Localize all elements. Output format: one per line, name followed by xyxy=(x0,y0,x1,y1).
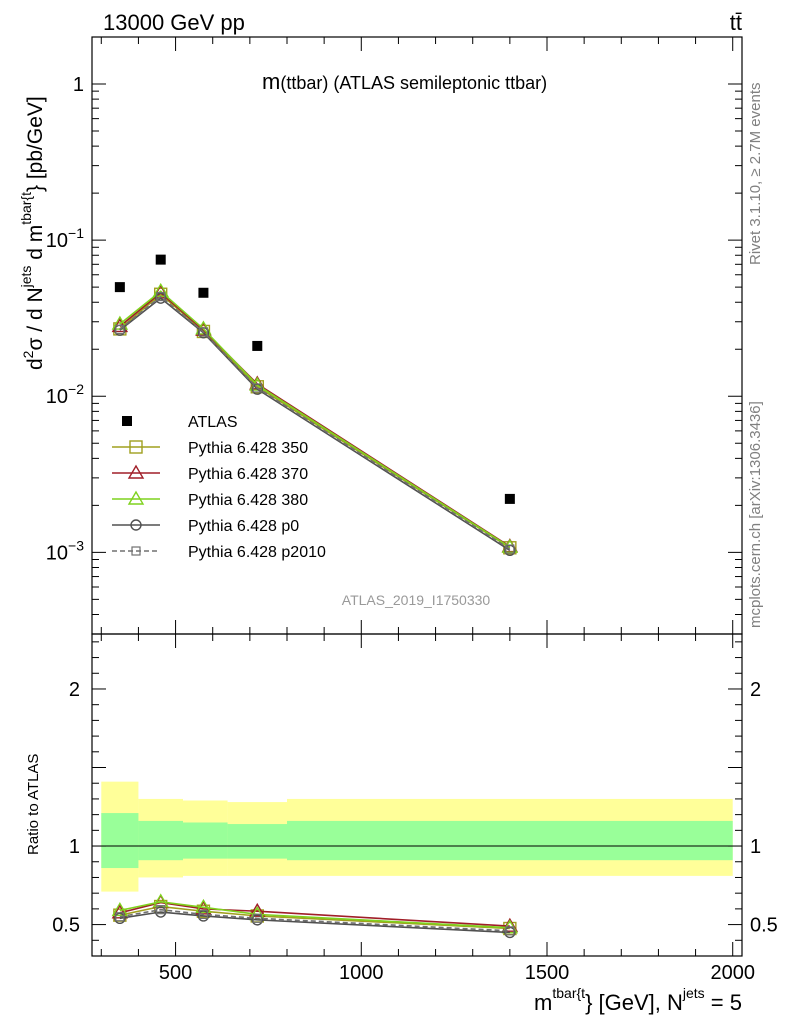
ratio-series-point xyxy=(501,917,519,932)
ylabel-part-c: σ / d N xyxy=(24,287,47,350)
main-series-point xyxy=(503,541,517,555)
legend-label: Pythia 6.428 370 xyxy=(188,466,308,483)
ratio-ytick-label-left: 0.5 xyxy=(52,915,80,937)
legend-marker xyxy=(122,416,132,426)
legend-marker xyxy=(127,464,145,479)
xlabel-part-a: m xyxy=(534,990,552,1015)
header-right: tt̄ xyxy=(730,10,742,35)
ylabel-part-a: d xyxy=(24,358,47,370)
plot-title-main: m xyxy=(262,69,280,94)
ratio-band-inner xyxy=(101,813,139,869)
main-series-line xyxy=(119,291,511,548)
atlas-data-point xyxy=(504,493,515,504)
legend-marker xyxy=(127,490,145,505)
legend-marker xyxy=(130,519,142,531)
ratio-series-point xyxy=(115,912,125,922)
legend-label: Pythia 6.428 380 xyxy=(188,492,308,509)
xtick-label: 2000 xyxy=(710,962,755,984)
main-series-line xyxy=(119,295,511,550)
xlabel-part-d: jets xyxy=(682,985,705,1001)
main-panel: 10−3 10−2 10−1 1 ATLAS Pythia 6.428 350 Pythia… xyxy=(46,36,743,635)
ratio-series-point xyxy=(249,902,266,917)
plot-title: m(ttbar) (ATLAS semileptonic ttbar) xyxy=(262,69,547,94)
ratio-band-inner xyxy=(227,824,287,859)
ratio-panel: 500 1000 1500 2000 0.5 0.5 1 1 2 2 xyxy=(52,633,778,984)
ratio-series-point xyxy=(155,906,167,918)
xtick-label: 500 xyxy=(159,962,192,984)
legend-marker xyxy=(131,546,141,556)
atlas-data-point xyxy=(114,282,125,293)
ratio-ytick-label-right: 2 xyxy=(750,679,761,701)
ylabel-part-b: 2 xyxy=(20,350,36,358)
main-series-point xyxy=(505,544,515,554)
ratio-ytick-label-left: 2 xyxy=(69,679,80,701)
xlabel-part-e: = 5 xyxy=(705,990,742,1015)
ratio-series-line xyxy=(119,911,510,934)
main-series-point xyxy=(252,383,262,393)
legend-label: ATLAS xyxy=(188,414,238,431)
xtick-label: 1500 xyxy=(525,962,570,984)
main-series-point xyxy=(198,327,209,337)
main-series-line xyxy=(119,290,511,548)
main-series-point xyxy=(156,291,166,302)
ylabel-part-g: } [pb/GeV] xyxy=(24,96,47,192)
ylabel-part-f: tbar{t xyxy=(18,192,34,225)
plot-title-paren: (ttbar) xyxy=(280,73,328,93)
main-series-point xyxy=(115,324,125,335)
xlabel-part-b: tbar{t xyxy=(552,985,585,1001)
ratio-ylabel: Ratio to ATLAS xyxy=(25,754,42,855)
main-ylabel: d2σ / d Njets d mtbar{t} [pb/GeV] xyxy=(18,96,47,370)
main-ytick-label: 10−3 xyxy=(46,537,84,564)
ratio-band-inner xyxy=(183,822,228,859)
ylabel-part-d: jets xyxy=(18,266,34,289)
ratio-series-point xyxy=(252,913,262,923)
analysis-id: ATLAS_2019_I1750330 xyxy=(342,592,491,608)
plot-title-rest: (ATLAS semileptonic ttbar) xyxy=(328,73,547,93)
header-left: 13000 GeV pp xyxy=(103,10,245,35)
atlas-data-point xyxy=(155,254,166,265)
ratio-band-inner xyxy=(287,820,733,861)
ratio-series-line xyxy=(119,901,510,927)
legend-label: Pythia 6.428 350 xyxy=(188,440,308,457)
main-ytick-label: 1 xyxy=(73,74,84,96)
ratio-series-line xyxy=(119,900,510,929)
atlas-data-point xyxy=(198,287,209,298)
legend-label: Pythia 6.428 p0 xyxy=(188,518,299,535)
main-ytick-label: 10−1 xyxy=(46,225,84,252)
xlabel-part-c: } [GeV], N xyxy=(585,990,683,1015)
ratio-series-point xyxy=(505,926,515,936)
ylabel-part-e: d m xyxy=(24,225,47,266)
ratio-series-line xyxy=(119,908,510,932)
ratio-ytick-label-right: 1 xyxy=(750,836,761,858)
main-ytick-label: 10−2 xyxy=(46,381,84,408)
legend-marker xyxy=(129,440,143,454)
ratio-series-point xyxy=(195,898,212,914)
legend-label: Pythia 6.428 p2010 xyxy=(188,544,326,561)
ratio-series-point xyxy=(156,905,166,915)
ratio-series-point xyxy=(198,909,209,919)
ratio-series-point xyxy=(111,902,129,917)
xlabel: mtbar{t} [GeV], Njets = 5 xyxy=(534,985,742,1015)
ratio-ytick-label-left: 1 xyxy=(69,836,80,858)
ratio-band-inner xyxy=(138,820,183,861)
ratio-ytick-label-right: 0.5 xyxy=(750,915,778,937)
rivet-label: Rivet 3.1.10, ≥ 2.7M events xyxy=(747,83,764,266)
mcplots-label: mcplots.cern.ch [arXiv:1306.3436] xyxy=(747,401,764,628)
legend: ATLAS Pythia 6.428 350 Pythia 6.428 370 Pyt… xyxy=(112,414,326,561)
atlas-data-point xyxy=(252,340,263,351)
ratio-frame xyxy=(91,633,743,957)
xtick-label: 1000 xyxy=(339,962,384,984)
